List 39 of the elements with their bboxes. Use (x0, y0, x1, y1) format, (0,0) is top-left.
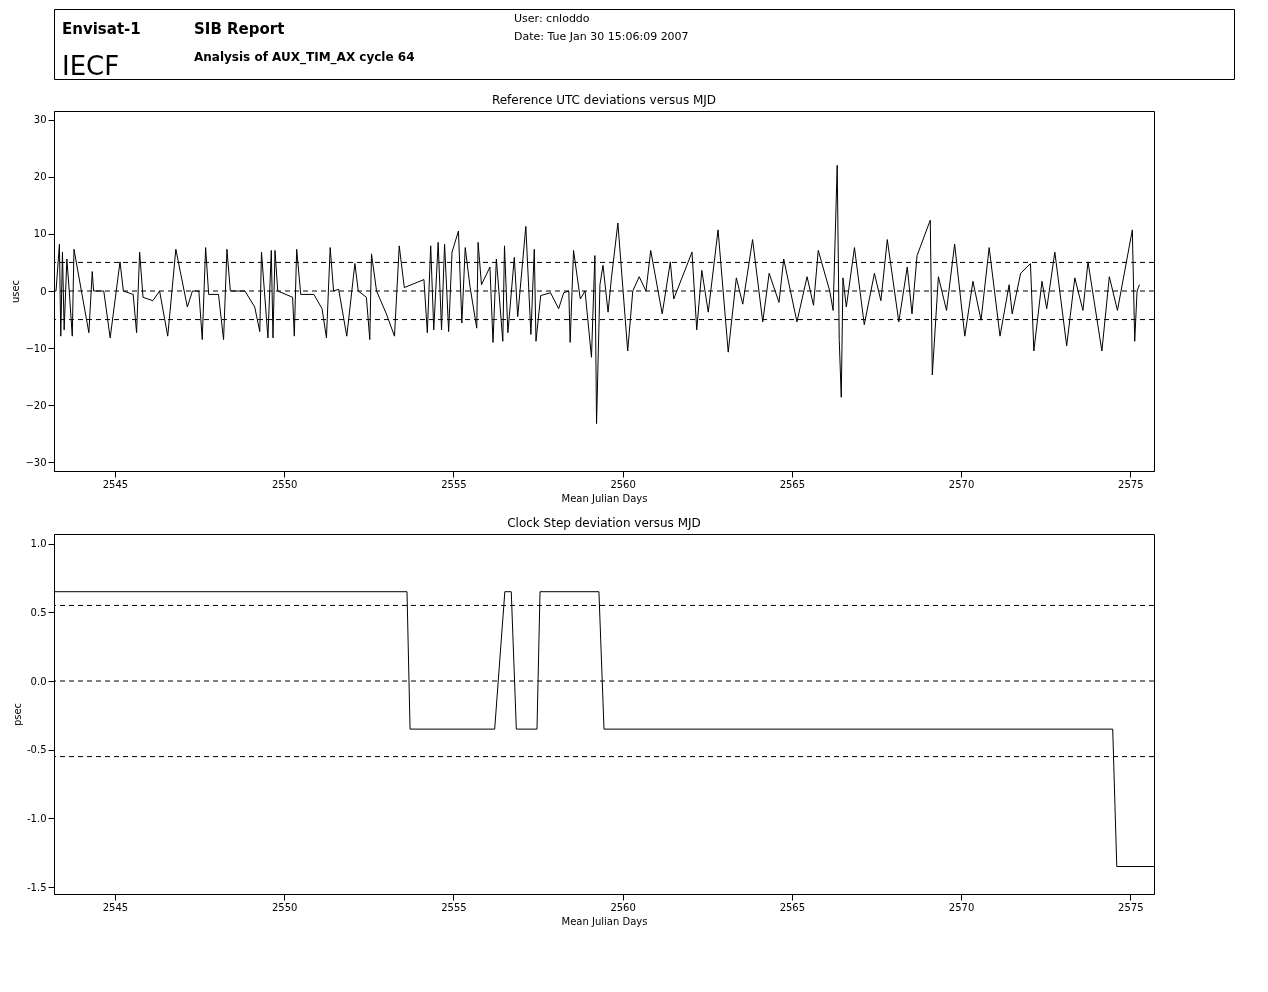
y-tick-label: 0 (40, 285, 47, 297)
y-tick-label: -1.0 (26, 812, 47, 824)
chart-title: Reference UTC deviations versus MJD (491, 93, 717, 107)
x-tick-label: 2575 (1118, 478, 1144, 490)
x-tick-label: 2555 (441, 901, 467, 913)
text: User: cnloddo (514, 12, 590, 25)
x-tick-label: 2555 (441, 478, 467, 490)
y-tick-label: −10 (25, 342, 47, 354)
x-tick-label: 2570 (948, 901, 975, 913)
y-tick-label: 1.0 (30, 538, 47, 550)
text: Date: Tue Jan 30 15:06:09 2007 (514, 30, 689, 43)
x-tick-label: 2560 (610, 478, 636, 490)
chart-title: Clock Step deviation versus MJD (507, 516, 701, 530)
y-tick-label: 30 (33, 114, 47, 126)
x-tick-label: 2545 (102, 901, 129, 913)
y-tick-label: -0.5 (26, 744, 47, 756)
y-axis-title: psec (11, 702, 23, 727)
x-axis-title: Mean Julian Days (561, 915, 648, 927)
y-tick-label: −20 (25, 399, 47, 411)
y-tick-label: 20 (33, 171, 47, 183)
y-tick-label: -1.5 (26, 881, 47, 893)
text: Analysis of AUX_TIM_AX cycle 64 (194, 50, 415, 65)
x-tick-label: 2550 (271, 901, 298, 913)
y-tick-label: 0.5 (30, 606, 47, 618)
x-tick-label: 2545 (102, 478, 129, 490)
text: Envisat-1 (62, 20, 141, 38)
y-tick-label: 10 (33, 228, 47, 240)
x-tick-label: 2550 (271, 478, 298, 490)
x-tick-label: 2575 (1118, 901, 1144, 913)
x-tick-label: 2560 (610, 901, 636, 913)
y-tick-label: 0.0 (30, 675, 47, 687)
y-axis-title: usec (10, 279, 22, 304)
y-tick-label: −30 (25, 456, 47, 468)
text: SIB Report (194, 20, 285, 38)
x-axis-title: Mean Julian Days (561, 492, 648, 504)
text: IECF (62, 51, 120, 81)
x-tick-label: 2565 (779, 478, 806, 490)
x-tick-label: 2570 (948, 478, 975, 490)
x-tick-label: 2565 (779, 901, 806, 913)
